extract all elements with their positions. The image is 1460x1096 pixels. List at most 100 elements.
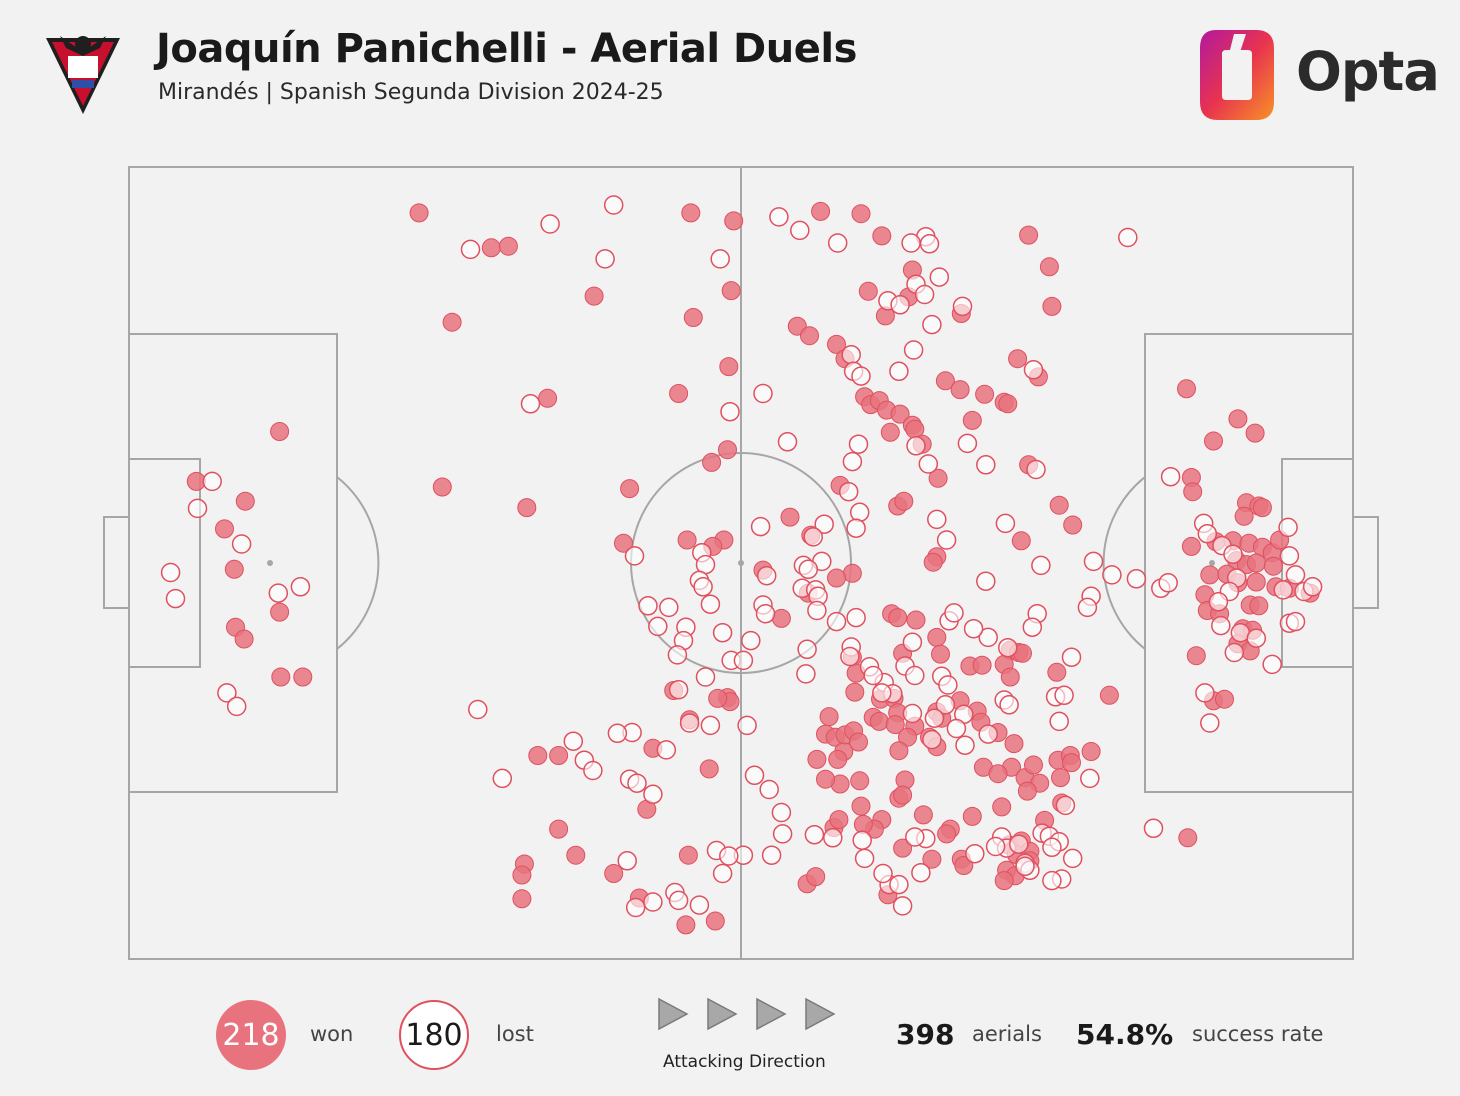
won-duel-point bbox=[828, 749, 848, 769]
lost-duel-point bbox=[1126, 569, 1147, 589]
lost-duel-point bbox=[963, 618, 984, 639]
lost-duel-point bbox=[1208, 592, 1229, 612]
won-duel-point bbox=[676, 915, 696, 935]
lost-duel-point bbox=[903, 340, 924, 360]
lost-duel-point bbox=[689, 895, 710, 915]
won-count-badge: 218 bbox=[216, 1000, 286, 1070]
lost-duel-point bbox=[1049, 711, 1069, 732]
lost-duel-point bbox=[1195, 683, 1215, 703]
lost-duel-point bbox=[935, 695, 956, 715]
lost-duel-point bbox=[827, 233, 848, 253]
aerials-total: 398 bbox=[896, 1018, 955, 1051]
lost-duel-point bbox=[603, 195, 624, 215]
lost-duel-point bbox=[849, 502, 870, 523]
lost-duel-point bbox=[1022, 617, 1043, 637]
lost-duel-point bbox=[838, 481, 859, 502]
lost-duel-point bbox=[771, 802, 792, 823]
lost-duel-point bbox=[807, 600, 827, 621]
won-duel-point bbox=[235, 491, 255, 511]
won-duel-point bbox=[1042, 296, 1062, 316]
lost-duel-point bbox=[1061, 647, 1082, 667]
lost-duel-point bbox=[165, 588, 186, 609]
center-spot bbox=[738, 560, 744, 566]
lost-duel-point bbox=[710, 249, 730, 269]
lost-duel-point bbox=[540, 214, 560, 234]
lost-duel-point bbox=[985, 836, 1006, 857]
success-rate-value: 54.8% bbox=[1076, 1018, 1174, 1051]
won-duel-point bbox=[780, 507, 800, 527]
lost-duel-point bbox=[998, 637, 1018, 658]
won-duel-point bbox=[992, 797, 1012, 817]
left-penalty-spot bbox=[267, 560, 273, 566]
lost-duel-point bbox=[924, 708, 945, 728]
lost-duel-point bbox=[905, 827, 925, 847]
won-duel-point bbox=[270, 422, 290, 441]
lost-duel-point bbox=[995, 513, 1016, 534]
won-duel-point bbox=[923, 552, 943, 572]
lost-duel-point bbox=[1009, 834, 1029, 854]
lost-duel-point bbox=[668, 890, 689, 911]
lost-duel-point bbox=[826, 611, 847, 632]
lost-duel-point bbox=[918, 454, 939, 474]
won-duel-point bbox=[1215, 689, 1234, 709]
lost-duel-point bbox=[889, 874, 909, 895]
lost-duel-point bbox=[922, 729, 942, 750]
won-duel-point bbox=[894, 491, 914, 511]
lost-duel-point bbox=[720, 401, 740, 422]
lost-duel-point bbox=[231, 534, 252, 554]
won-duel-point bbox=[270, 602, 290, 622]
lost-duel-point bbox=[643, 784, 663, 805]
won-duel-point bbox=[549, 819, 569, 839]
won-duel-point bbox=[409, 203, 429, 223]
lost-duel-point bbox=[823, 828, 843, 848]
lost-duel-point bbox=[693, 577, 713, 597]
left-six-yard-box bbox=[128, 458, 201, 668]
won-duel-point bbox=[512, 865, 532, 885]
lost-duel-point bbox=[841, 344, 861, 365]
won-duel-point bbox=[827, 334, 846, 354]
won-duel-point bbox=[1252, 498, 1272, 518]
won-duel-point bbox=[972, 655, 992, 675]
lost-duel-point bbox=[957, 433, 978, 454]
right-penalty-arc bbox=[1102, 476, 1146, 650]
won-duel-point bbox=[829, 810, 849, 830]
won-duel-point bbox=[927, 627, 947, 647]
lost-duel-point bbox=[468, 699, 488, 720]
lost-duel-point bbox=[643, 892, 663, 912]
won-duel-point bbox=[1200, 565, 1220, 585]
lost-duel-point bbox=[901, 233, 921, 253]
won-duel-point bbox=[1181, 536, 1201, 556]
lost-duel-point bbox=[1200, 713, 1220, 733]
won-duel-point bbox=[869, 711, 889, 731]
won-duel-point bbox=[271, 667, 291, 687]
lost-duel-point bbox=[1042, 870, 1062, 891]
lost-duel-point bbox=[1026, 459, 1046, 480]
won-duel-point bbox=[719, 357, 739, 377]
chart-title: Joaquín Panichelli - Aerial Duels bbox=[156, 26, 857, 72]
won-duel-point bbox=[928, 468, 948, 488]
aerials-label: aerials bbox=[972, 1022, 1042, 1046]
won-duel-point bbox=[1000, 667, 1020, 687]
won-duel-point bbox=[724, 211, 744, 231]
won-duel-point bbox=[702, 452, 722, 472]
duel-markers bbox=[160, 195, 1323, 935]
won-duel-point bbox=[614, 533, 633, 553]
won-duel-point bbox=[1234, 506, 1254, 526]
lost-duel-point bbox=[656, 740, 677, 760]
lost-duel-point bbox=[929, 267, 950, 287]
won-duel-point bbox=[1204, 431, 1223, 451]
won-duel-point bbox=[1008, 349, 1028, 369]
won-duel-point bbox=[962, 410, 982, 430]
won-duel-point bbox=[819, 707, 839, 727]
won-duel-point bbox=[234, 629, 254, 649]
lost-duel-point bbox=[911, 862, 931, 883]
lost-duel-point bbox=[906, 436, 926, 456]
won-duel-point bbox=[677, 530, 697, 550]
lost-duel-point bbox=[1054, 685, 1074, 706]
won-duel-point bbox=[1019, 225, 1039, 245]
won-duel-point bbox=[954, 856, 974, 875]
lost-duel-point bbox=[753, 383, 773, 404]
lost-duel-point bbox=[638, 596, 658, 616]
won-duel-point bbox=[1063, 515, 1083, 535]
lost-duel-point bbox=[914, 284, 935, 305]
